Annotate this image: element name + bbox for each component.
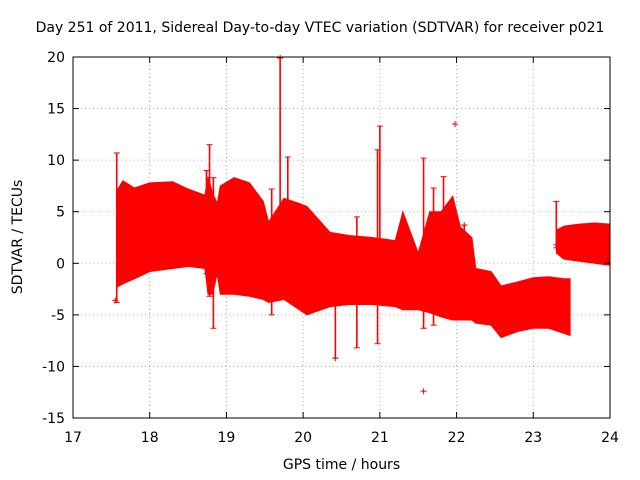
x-tick-label: 21: [371, 430, 389, 446]
y-tick-label: -10: [42, 359, 65, 375]
chart-title: Day 251 of 2011, Sidereal Day-to-day VTE…: [35, 20, 605, 36]
x-tick-label: 17: [64, 430, 82, 446]
x-tick-label: 18: [141, 430, 159, 446]
x-tick-label: 22: [448, 430, 466, 446]
x-tick-label: 19: [218, 430, 236, 446]
x-axis-label: GPS time / hours: [282, 457, 401, 473]
y-tick-label: 0: [56, 256, 65, 272]
plot-frame: [72, 56, 611, 419]
sdtvar-series: [112, 55, 611, 395]
axes: 17 18 19 20 21 22 23 24 -15 -10 -5 0 5 10 15 20: [42, 50, 619, 446]
x-tick-label: 24: [601, 430, 619, 446]
y-tick-label: -5: [51, 308, 65, 324]
y-tick-label: 5: [56, 205, 65, 221]
y-tick-label: 20: [47, 50, 65, 66]
data-band-late: [555, 222, 611, 266]
x-tick-label: 23: [524, 430, 542, 446]
data-band-main: [116, 176, 571, 339]
y-tick-label: 10: [47, 153, 65, 169]
y-axis-label: SDTVAR / TECUs: [10, 179, 26, 295]
y-tick-label: 15: [47, 102, 65, 118]
x-tick-label: 20: [294, 430, 312, 446]
y-tick-label: -15: [42, 411, 65, 427]
